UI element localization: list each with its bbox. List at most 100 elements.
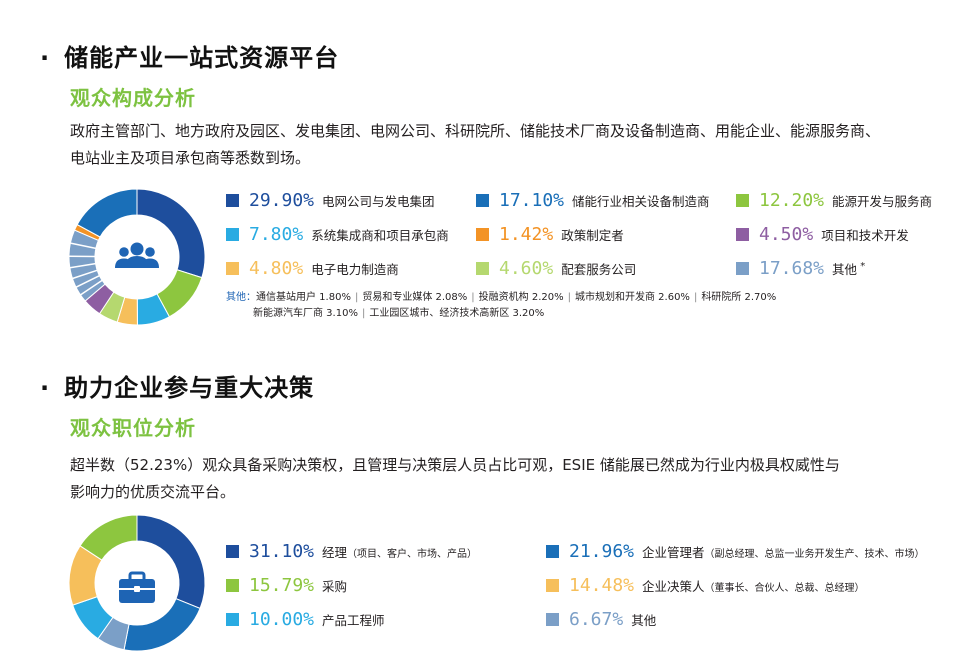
legend-percent: 17.68% [759, 258, 825, 279]
bullet-dot: · [40, 44, 51, 72]
donut-slice [79, 514, 138, 561]
legend-swatch [736, 194, 749, 207]
legend-label: 经理（项目、客户、市场、产品） [322, 545, 478, 560]
legend-swatch [546, 613, 559, 626]
others-separator: | [471, 292, 475, 303]
other-subdivision-line [72, 269, 98, 280]
legend-label: 配套服务公司 [561, 262, 637, 277]
section2-paragraph-line2: 影响力的优质交流平台。 [70, 483, 236, 501]
legend-percent: 4.50% [759, 224, 814, 245]
others-entry: 通信基站用户 1.80% [256, 292, 351, 303]
legend-label: 能源开发与服务商 [832, 194, 933, 209]
legend-label: 其他 * [832, 260, 866, 277]
legend-label: 企业管理者（副总经理、总监一业务开发生产、技术、市场） [642, 545, 925, 560]
legend-swatch [226, 613, 239, 626]
legend-percent: 29.90% [249, 190, 315, 211]
section1-title-text: 储能产业一站式资源平台 [64, 44, 340, 72]
legend-item: 7.80% 系统集成商和项目承包商 [226, 224, 449, 245]
donut2-slices [68, 514, 206, 652]
legend-percent: 7.80% [249, 224, 304, 245]
legend-label: 电子电力制造商 [311, 262, 399, 277]
legend-label: 采购 [322, 579, 348, 594]
others-separator: | [361, 308, 366, 319]
others-entry: 城市规划和开发商 2.60% [574, 292, 690, 303]
others-breakdown-line1: 其他：通信基站用户 1.80% | 贸易和专业媒体 2.08% | 投融资机构 2.20… [226, 290, 946, 306]
audience-position-donut-chart [68, 514, 206, 652]
legend-percent: 1.42% [499, 224, 554, 245]
other-subdivision-line [80, 279, 103, 296]
legend-swatch [226, 194, 239, 207]
section1-paragraph: 政府主管部门、地方政府及园区、发电集团、电网公司、科研院所、储能技术厂商及设备制… [70, 118, 950, 172]
others-entry: 工业园区城市、经济技术高新区 3.20% [369, 308, 545, 319]
legend-label-detail: （副总经理、总监一业务开发生产、技术、市场） [704, 549, 925, 560]
legend-item: 4.60% 配套服务公司 [476, 258, 636, 279]
section1-subtitle: 观众构成分析 [70, 86, 196, 110]
legend-percent: 14.48% [569, 575, 635, 596]
legend-item: 17.10% 储能行业相关设备制造商 [476, 190, 710, 211]
legend-percent: 10.00% [249, 609, 315, 630]
legend-label-detail: （董事长、合伙人、总裁、总经理） [704, 583, 865, 594]
donut-slice [76, 188, 138, 238]
audience-composition-donut-chart [68, 188, 206, 326]
legend-item: 29.90% 电网公司与发电集团 [226, 190, 435, 211]
legend-label-detail: （项目、客户、市场、产品） [347, 549, 478, 560]
legend-swatch [476, 194, 489, 207]
people-group-icon [115, 242, 159, 268]
legend-percent: 6.67% [569, 609, 624, 630]
legend-swatch [226, 579, 239, 592]
others-breakdown-line2: 新能源汽车厂商 3.10% | 工业园区城市、经济技术高新区 3.20% [226, 306, 946, 322]
other-subdivision-line [69, 262, 96, 269]
legend-label: 项目和技术开发 [821, 228, 909, 243]
section1-paragraph-line1: 政府主管部门、地方政府及园区、发电集团、电网公司、科研院所、储能技术厂商及设备制… [70, 122, 881, 140]
legend-item: 6.67% 其他 [546, 609, 656, 630]
legend-swatch [226, 545, 239, 558]
legend-swatch [226, 262, 239, 275]
donut2-legend: 31.10% 经理（项目、客户、市场、产品） 21.96% 企业管理者（副总经理、总监… [226, 541, 956, 641]
donut1-legend: 29.90% 电网公司与发电集团 17.10% 储能行业相关设备制造商 12.20% 能源… [226, 190, 956, 290]
section2-paragraph: 超半数（52.23%）观众具备采购决策权，且管理与决策层人员占比可观，ESIE … [70, 452, 950, 506]
legend-label: 储能行业相关设备制造商 [572, 194, 710, 209]
others-breakdown: 其他：通信基站用户 1.80% | 贸易和专业媒体 2.08% | 投融资机构 2.20… [226, 290, 946, 322]
legend-swatch [546, 545, 559, 558]
legend-label: 其他 [631, 613, 657, 628]
legend-item: 31.10% 经理（项目、客户、市场、产品） [226, 541, 477, 562]
others-separator: | [354, 292, 359, 303]
section1-title: · 储能产业一站式资源平台 [40, 38, 339, 73]
others-label: 其他： [226, 292, 256, 303]
legend-percent: 4.60% [499, 258, 554, 279]
other-subdivision-line [75, 274, 100, 288]
legend-item: 12.20% 能源开发与服务商 [736, 190, 932, 211]
legend-item: 4.50% 项目和技术开发 [736, 224, 909, 245]
legend-item: 15.79% 采购 [226, 575, 347, 596]
legend-swatch [736, 228, 749, 241]
donut1-slices [68, 188, 206, 326]
legend-percent: 31.10% [249, 541, 315, 562]
legend-percent: 15.79% [249, 575, 315, 596]
legend-label: 政策制定者 [561, 228, 624, 243]
legend-item: 10.00% 产品工程师 [226, 609, 385, 630]
other-subdivision-line [70, 242, 97, 250]
legend-swatch [736, 262, 749, 275]
legend-percent: 4.80% [249, 258, 304, 279]
legend-percent: 17.10% [499, 190, 565, 211]
others-entry: 科研院所 2.70% [701, 292, 777, 303]
section2-title: · 助力企业参与重大决策 [40, 368, 314, 403]
others-entry: 贸易和专业媒体 2.08% [362, 292, 468, 303]
donut-slice [123, 598, 201, 652]
briefcase-icon [119, 571, 155, 603]
legend-swatch [476, 262, 489, 275]
legend-item: 17.68% 其他 * [736, 258, 865, 279]
legend-label: 电网公司与发电集团 [322, 194, 435, 209]
section2-subtitle: 观众职位分析 [70, 416, 196, 440]
others-entry: 投融资机构 2.20% [478, 292, 564, 303]
bullet-dot: · [40, 374, 51, 402]
others-separator: | [567, 292, 571, 303]
legend-item: 1.42% 政策制定者 [476, 224, 624, 245]
others-entry: 新能源汽车厂商 3.10% [253, 308, 358, 319]
legend-percent: 21.96% [569, 541, 635, 562]
section1-paragraph-line2: 电站业主及项目承包商等悉数到场。 [70, 149, 311, 167]
legend-swatch [546, 579, 559, 592]
legend-item: 21.96% 企业管理者（副总经理、总监一业务开发生产、技术、市场） [546, 541, 925, 562]
legend-footnote-mark: * [857, 260, 866, 272]
section2-paragraph-line1: 超半数（52.23%）观众具备采购决策权，且管理与决策层人员占比可观，ESIE … [70, 456, 840, 474]
